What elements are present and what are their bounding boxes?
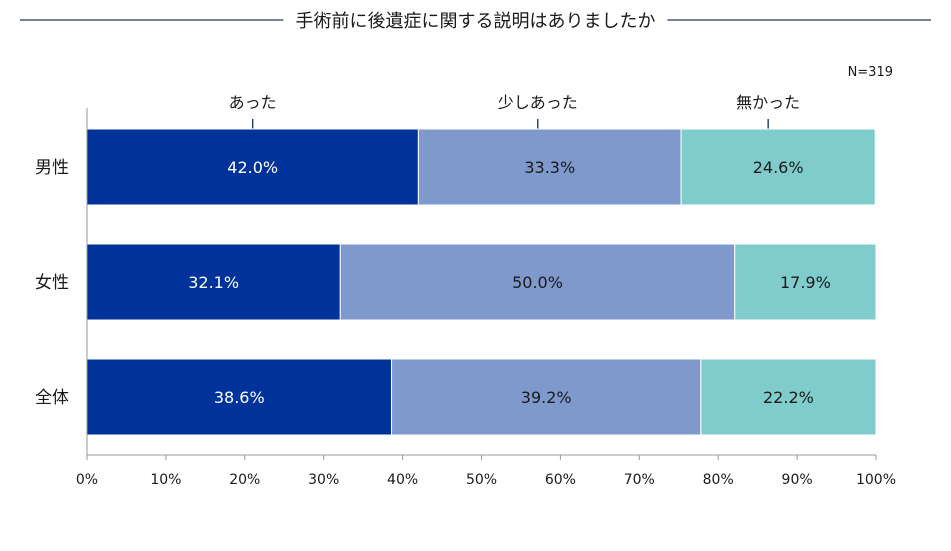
chart-title-group: 手術前に後遺症に関する説明はありましたか [20, 11, 931, 32]
x-tick-label: 70% [624, 472, 655, 488]
bar-segment [417, 128, 682, 206]
legend: あった 少しあった 無かった [229, 93, 800, 146]
bar-segment [734, 243, 877, 321]
bar-segment [700, 358, 877, 436]
data-label: 39.2% [521, 388, 572, 407]
bar-segment [339, 243, 736, 321]
x-tick-label: 60% [545, 472, 576, 488]
bar-segment [86, 243, 341, 321]
data-label: 24.6% [753, 158, 804, 177]
data-label: 32.1% [188, 273, 239, 292]
category-label: 女性 [35, 273, 69, 293]
data-label: 38.6% [214, 388, 265, 407]
data-label: 50.0% [512, 273, 563, 292]
x-tick-label: 50% [466, 472, 497, 488]
data-label: 33.3% [524, 158, 575, 177]
bar-segment [86, 358, 393, 436]
legend-label: 少しあった [498, 93, 578, 112]
data-label: 17.9% [780, 273, 831, 292]
sample-size-label: N=319 [848, 65, 893, 80]
legend-label: あった [229, 93, 277, 112]
chart-title: 手術前に後遺症に関する説明はありましたか [296, 11, 656, 32]
legend-label: 無かった [736, 93, 800, 112]
bar-segment [86, 128, 419, 206]
category-label: 全体 [35, 388, 69, 408]
data-label: 42.0% [227, 158, 278, 177]
bar-segment [391, 358, 702, 436]
x-tick-label: 80% [703, 472, 734, 488]
x-tick-label: 40% [387, 472, 418, 488]
x-tick-label: 10% [150, 472, 181, 488]
x-tick-label: 0% [76, 472, 98, 488]
x-axis: 0% 10% 20% 30% 40% 50% 60% 70% 80% 90% 100% [76, 108, 896, 488]
x-tick-label: 90% [782, 472, 813, 488]
category-label: 男性 [35, 158, 69, 178]
x-tick-label: 100% [856, 472, 896, 488]
x-tick-label: 30% [308, 472, 339, 488]
bar-segment [680, 128, 876, 206]
bars: 42.0% 33.3% 24.6% 32.1% 50.0% 17.9% 38.6% 39.2%… [86, 128, 877, 436]
x-tick-label: 20% [229, 472, 260, 488]
data-label: 22.2% [763, 388, 814, 407]
